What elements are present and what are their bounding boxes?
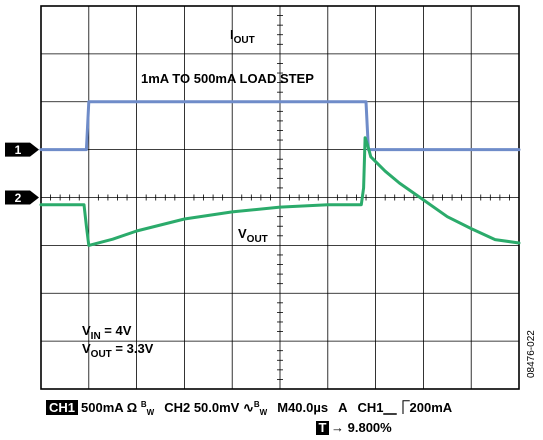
arrow-icon: → — [331, 420, 344, 435]
vout-setpoint-annotation: VOUT = 3.3V — [82, 341, 154, 360]
channel-marker-label: 2 — [15, 191, 22, 205]
bw-limit-b-2: B — [253, 400, 260, 409]
trigger-position: 9.800% — [347, 420, 392, 435]
screen-frame — [40, 5, 520, 390]
series-1-trace — [39, 136, 521, 247]
time-per-div: M40.0µs — [277, 400, 329, 415]
bw-limit-b: B — [140, 400, 147, 409]
traces — [39, 100, 521, 247]
channel-2-marker: 2 — [5, 190, 39, 205]
channel-1-marker: 1 — [5, 142, 39, 157]
series-0-trace — [39, 100, 521, 152]
ch1-scale: 500mA — [81, 400, 124, 415]
ch2-scale: CH2 50.0mV — [164, 400, 240, 415]
channel-marker-arrow — [5, 142, 39, 157]
scope-status-bar: CH1 500mA Ω BW CH2 50.0mV ∿BW M40.0µs A CH1⎽⎾… — [46, 397, 453, 417]
vout-label: VOUT — [238, 226, 268, 245]
load-step-annotation: 1mA TO 500mA LOAD STEP — [141, 71, 314, 86]
ac-coupling-icon: ∿ — [242, 400, 254, 415]
figure-id: 08476-022 — [526, 330, 537, 378]
acquisition-mode: A — [338, 400, 348, 415]
channel-marker-arrow — [5, 190, 39, 205]
rising-edge-icon: ⎽⎾ — [383, 400, 410, 415]
t-badge: T — [316, 421, 329, 435]
trigger-position-row: T → 9.800% — [316, 420, 392, 435]
channel-markers: 12 — [5, 142, 39, 205]
iout-label: IOUT — [230, 27, 255, 46]
bw-limit-w: W — [146, 408, 155, 417]
trace-labels: IOUT 1mA TO 500mA LOAD STEP VOUT VIN = 4… — [82, 27, 314, 360]
ohm-icon: Ω — [126, 400, 138, 415]
vin-annotation: VIN = 4V — [82, 323, 132, 342]
bw-limit-w-2: W — [259, 408, 268, 417]
ch1-badge: CH1 — [46, 400, 79, 415]
channel-marker-label: 1 — [15, 143, 22, 157]
trigger-level: 200mA — [409, 400, 453, 415]
trigger-source: CH1 — [357, 400, 384, 415]
